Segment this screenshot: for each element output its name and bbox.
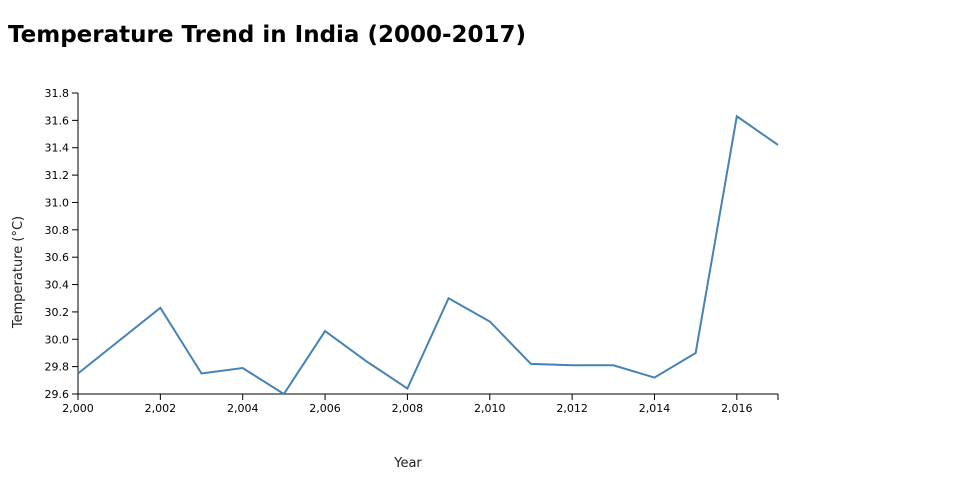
x-tick-label: 2,016 xyxy=(721,402,753,415)
data-point xyxy=(324,330,326,332)
x-tick-label: 2,014 xyxy=(639,402,671,415)
y-tick-label: 31.8 xyxy=(45,87,70,100)
data-point xyxy=(283,393,285,395)
data-point xyxy=(736,115,738,117)
y-tick-label: 31.6 xyxy=(45,114,70,127)
y-axis-title: Temperature (°C) xyxy=(11,216,26,329)
y-tick-label: 29.8 xyxy=(45,361,70,374)
data-point xyxy=(159,307,161,309)
data-point xyxy=(365,360,367,362)
y-tick-label: 30.2 xyxy=(45,306,70,319)
x-tick-label: 2,002 xyxy=(145,402,177,415)
data-point xyxy=(653,377,655,379)
data-point xyxy=(530,363,532,365)
x-axis: 2,000 2,002 2,004 2,006 2,008 2,010 2,012 2,014… xyxy=(62,393,779,415)
x-tick-label: 2,010 xyxy=(474,402,506,415)
x-tick-label: 2,004 xyxy=(227,402,259,415)
data-point xyxy=(77,372,79,374)
y-tick-label: 31.4 xyxy=(45,142,70,155)
y-tick-label: 29.6 xyxy=(45,388,70,401)
x-tick-label: 2,006 xyxy=(309,402,341,415)
y-tick-label: 30.0 xyxy=(45,333,70,346)
data-point xyxy=(406,388,408,390)
y-tick-label: 31.0 xyxy=(45,196,70,209)
data-point xyxy=(571,364,573,366)
data-point xyxy=(612,364,614,366)
y-tick-label: 30.8 xyxy=(45,224,70,237)
series-group xyxy=(77,114,779,396)
data-point xyxy=(448,297,450,299)
x-tick-label: 2,000 xyxy=(62,402,94,415)
x-axis-title: Year xyxy=(393,456,422,471)
data-point xyxy=(777,144,779,146)
x-tick-label: 2,012 xyxy=(556,402,588,415)
y-tick-label: 31.2 xyxy=(45,169,70,182)
data-point xyxy=(489,320,491,322)
data-point xyxy=(695,352,697,354)
y-tick-label: 30.4 xyxy=(45,279,70,292)
temperature-line xyxy=(77,114,779,396)
data-point xyxy=(242,367,244,369)
y-axis: 29.6 29.8 30.0 30.2 30.4 30.6 30.8 31.0 31.2 31.4… xyxy=(45,87,79,401)
data-point xyxy=(118,340,120,342)
y-tick-label: 30.6 xyxy=(45,251,70,264)
data-point xyxy=(201,372,203,374)
x-tick-label: 2,008 xyxy=(392,402,424,415)
chart-title: Temperature Trend in India (2000-2017) xyxy=(8,22,527,48)
